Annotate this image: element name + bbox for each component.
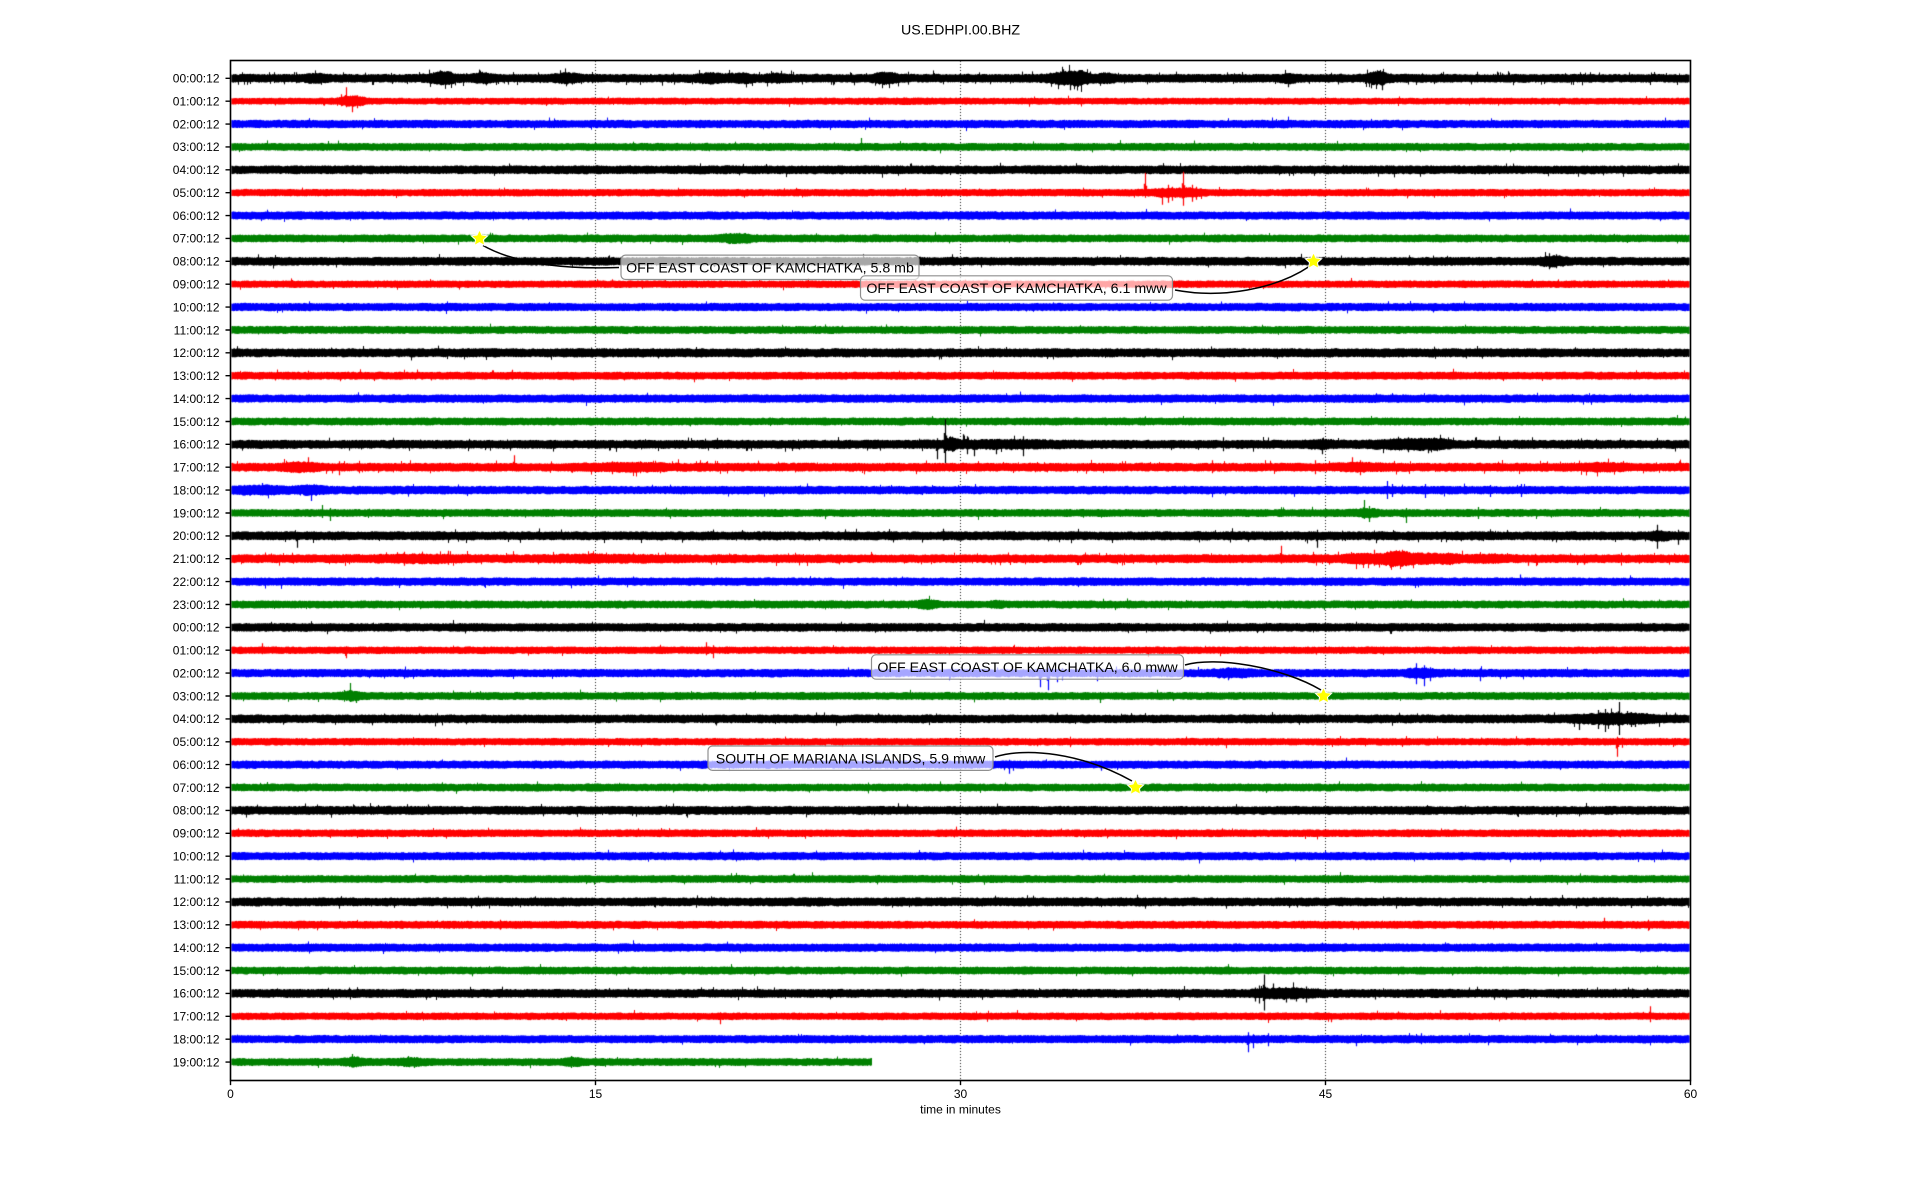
svg-text:04:00:12: 04:00:12 (173, 163, 220, 177)
svg-text:13:00:12: 13:00:12 (173, 369, 220, 383)
svg-text:02:00:12: 02:00:12 (173, 666, 220, 680)
svg-text:16:00:12: 16:00:12 (173, 987, 220, 1001)
svg-text:time in minutes: time in minutes (920, 1102, 1001, 1116)
svg-text:OFF EAST COAST OF KAMCHATKA, 6: OFF EAST COAST OF KAMCHATKA, 6.0 mww (877, 660, 1178, 676)
svg-text:06:00:12: 06:00:12 (173, 209, 220, 223)
svg-text:US.EDHPI.00.BHZ: US.EDHPI.00.BHZ (901, 23, 1020, 39)
svg-text:09:00:12: 09:00:12 (173, 278, 220, 292)
svg-text:15:00:12: 15:00:12 (173, 964, 220, 978)
svg-text:09:00:12: 09:00:12 (173, 827, 220, 841)
svg-text:23:00:12: 23:00:12 (173, 598, 220, 612)
svg-text:45: 45 (1319, 1087, 1333, 1101)
svg-text:06:00:12: 06:00:12 (173, 758, 220, 772)
svg-text:03:00:12: 03:00:12 (173, 140, 220, 154)
svg-text:11:00:12: 11:00:12 (174, 323, 220, 337)
svg-text:01:00:12: 01:00:12 (173, 95, 220, 109)
svg-text:05:00:12: 05:00:12 (173, 735, 220, 749)
svg-text:00:00:12: 00:00:12 (173, 621, 220, 635)
svg-text:14:00:12: 14:00:12 (173, 941, 220, 955)
svg-text:10:00:12: 10:00:12 (173, 850, 220, 864)
svg-text:0: 0 (227, 1087, 234, 1101)
svg-text:19:00:12: 19:00:12 (173, 1055, 220, 1069)
svg-text:30: 30 (954, 1087, 968, 1101)
svg-text:08:00:12: 08:00:12 (173, 804, 220, 818)
svg-text:13:00:12: 13:00:12 (173, 918, 220, 932)
svg-text:18:00:12: 18:00:12 (173, 483, 220, 497)
svg-text:60: 60 (1684, 1087, 1698, 1101)
svg-text:15: 15 (589, 1087, 603, 1101)
svg-text:07:00:12: 07:00:12 (173, 232, 220, 246)
svg-text:22:00:12: 22:00:12 (173, 575, 220, 589)
svg-text:OFF EAST COAST OF KAMCHATKA, 6: OFF EAST COAST OF KAMCHATKA, 6.1 mww (866, 281, 1167, 297)
svg-text:03:00:12: 03:00:12 (173, 689, 220, 703)
svg-text:OFF EAST COAST OF KAMCHATKA, 5: OFF EAST COAST OF KAMCHATKA, 5.8 mb (626, 260, 914, 276)
svg-text:07:00:12: 07:00:12 (173, 781, 220, 795)
svg-text:12:00:12: 12:00:12 (173, 346, 220, 360)
svg-text:20:00:12: 20:00:12 (173, 529, 220, 543)
svg-text:17:00:12: 17:00:12 (173, 1010, 220, 1024)
svg-text:04:00:12: 04:00:12 (173, 712, 220, 726)
svg-text:19:00:12: 19:00:12 (173, 506, 220, 520)
svg-text:16:00:12: 16:00:12 (173, 438, 220, 452)
svg-text:17:00:12: 17:00:12 (173, 461, 220, 475)
svg-text:10:00:12: 10:00:12 (173, 300, 220, 314)
svg-text:02:00:12: 02:00:12 (173, 117, 220, 131)
svg-text:15:00:12: 15:00:12 (173, 415, 220, 429)
svg-text:01:00:12: 01:00:12 (173, 644, 220, 658)
svg-text:18:00:12: 18:00:12 (173, 1033, 220, 1047)
svg-text:21:00:12: 21:00:12 (173, 552, 220, 566)
svg-text:14:00:12: 14:00:12 (173, 392, 220, 406)
svg-text:00:00:12: 00:00:12 (173, 72, 220, 86)
svg-text:05:00:12: 05:00:12 (173, 186, 220, 200)
svg-text:SOUTH OF MARIANA ISLANDS, 5.9: SOUTH OF MARIANA ISLANDS, 5.9 mww (716, 751, 986, 767)
svg-text:08:00:12: 08:00:12 (173, 255, 220, 269)
svg-text:12:00:12: 12:00:12 (173, 895, 220, 909)
svg-text:11:00:12: 11:00:12 (174, 872, 220, 886)
